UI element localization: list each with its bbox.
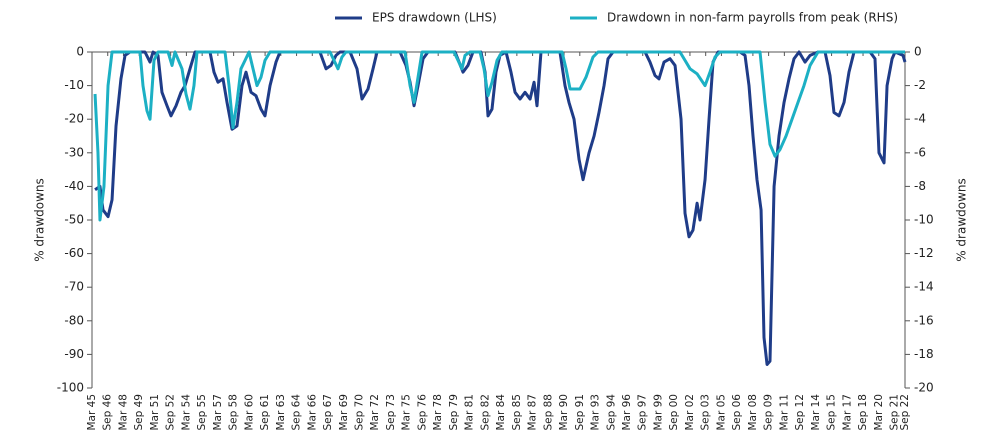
y2-tick-label: -6: [914, 145, 926, 159]
x-tick-label: Mar 20: [873, 394, 885, 431]
x-tick-label: Mar 87: [527, 394, 539, 431]
x-tick-label: Sep 94: [605, 394, 617, 431]
x-tick-label: Sep 61: [259, 394, 271, 431]
y2-tick-label: -10: [914, 213, 934, 227]
x-tick-label: Sep 49: [133, 394, 145, 431]
x-tick-label: Mar 78: [432, 394, 444, 431]
x-tick-label: Mar 96: [621, 394, 633, 431]
y-tick-label: -60: [64, 246, 84, 260]
x-tick-label: Sep 85: [511, 394, 523, 431]
y-axis-title: % drawdowns: [33, 178, 47, 262]
x-tick-label: Mar 99: [652, 394, 664, 431]
x-tick-label: Mar 54: [180, 394, 192, 431]
x-tick-label: Sep 67: [322, 394, 334, 431]
x-tick-label: Mar 84: [495, 394, 507, 431]
x-tick-label: Sep 18: [857, 394, 869, 431]
x-tick-label: Mar 81: [464, 394, 476, 431]
x-tick-label: Sep 46: [102, 394, 114, 431]
x-tick-label: Mar 90: [558, 394, 570, 431]
y2-tick-label: -2: [914, 78, 926, 92]
x-tick-label: Sep 06: [731, 394, 743, 431]
y2-tick-label: -4: [914, 112, 926, 126]
x-tick-label: Sep 91: [574, 394, 586, 431]
x-tick-label: Mar 57: [212, 394, 224, 431]
x-tick-label: Sep 88: [542, 394, 554, 431]
y2-tick-label: -16: [914, 313, 934, 327]
y-tick-label: -70: [64, 280, 84, 294]
series-line: [94, 50, 907, 366]
x-tick-label: Mar 63: [275, 394, 287, 431]
y2-tick-label: -8: [914, 179, 926, 193]
y-tick-label: -40: [64, 179, 84, 193]
x-tick-label: Mar 08: [747, 394, 759, 431]
x-tick-label: Sep 55: [196, 394, 208, 431]
x-tick-label: Mar 05: [715, 394, 727, 431]
y2-tick-label: -20: [914, 381, 934, 395]
x-tick-label: Mar 02: [684, 394, 696, 431]
x-tick-label: Sep 22: [899, 394, 911, 431]
x-tick-label: Sep 52: [165, 394, 177, 431]
x-tick-label: Sep 58: [228, 394, 240, 431]
y-tick-label: -80: [64, 313, 84, 327]
x-tick-label: Sep 64: [291, 394, 303, 431]
y-tick-label: -30: [64, 145, 84, 159]
x-tick-label: Mar 93: [590, 394, 602, 431]
y2-tick-label: -12: [914, 246, 934, 260]
x-tick-label: Sep 76: [416, 394, 428, 431]
x-tick-label: Mar 45: [86, 394, 98, 431]
y2-axis-title: % drawdowns: [955, 178, 969, 262]
x-tick-label: Mar 48: [117, 394, 129, 431]
x-tick-label: Mar 66: [306, 394, 318, 431]
x-tick-label: Mar 69: [338, 394, 350, 431]
y2-tick-label: -14: [914, 280, 934, 294]
legend-label: EPS drawdown (LHS): [372, 11, 497, 25]
x-tick-label: Sep 00: [668, 394, 680, 431]
y-tick-label: -20: [64, 112, 84, 126]
y-tick-label: -90: [64, 347, 84, 361]
x-tick-label: Sep 70: [354, 394, 366, 431]
x-tick-label: Mar 11: [778, 394, 790, 431]
x-tick-label: Sep 79: [448, 394, 460, 431]
x-tick-label: Sep 12: [794, 394, 806, 431]
y2-tick-label: -18: [914, 347, 934, 361]
x-tick-label: Sep 82: [479, 394, 491, 431]
y2-tick-label: 0: [914, 45, 922, 59]
x-tick-label: Mar 51: [149, 394, 161, 431]
x-tick-label: Mar 72: [369, 394, 381, 431]
x-tick-label: Mar 14: [810, 394, 822, 431]
y-tick-label: 0: [76, 45, 84, 59]
x-tick-label: Sep 03: [700, 394, 712, 431]
x-tick-label: Sep 97: [637, 394, 649, 431]
y-tick-label: -10: [64, 78, 84, 92]
x-tick-label: Mar 17: [841, 394, 853, 431]
x-tick-label: Mar 75: [401, 394, 413, 431]
y-tick-label: -50: [64, 213, 84, 227]
x-tick-label: Sep 15: [826, 394, 838, 431]
x-tick-label: Sep 21: [889, 394, 901, 431]
series-line: [93, 50, 905, 222]
x-tick-label: Mar 60: [243, 394, 255, 431]
y-tick-label: -100: [57, 381, 84, 395]
x-tick-label: Sep 73: [385, 394, 397, 431]
x-tick-label: Sep 09: [763, 394, 775, 431]
legend-label: Drawdown in non-farm payrolls from peak …: [607, 11, 898, 25]
